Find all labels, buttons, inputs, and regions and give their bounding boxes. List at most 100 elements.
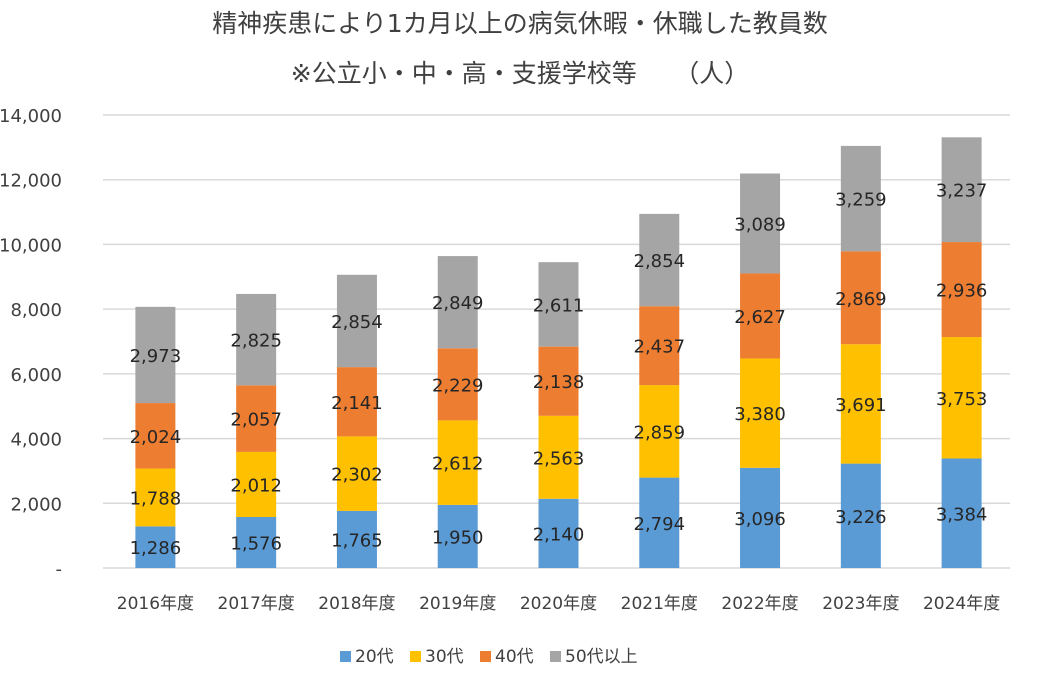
bar-segment [336, 510, 377, 568]
data-label: 3,089 [734, 214, 786, 235]
bar-segment [437, 256, 478, 349]
bar-segment [639, 306, 680, 386]
bar-segment [538, 346, 579, 416]
data-label: 2,794 [634, 514, 686, 535]
bar-segment [135, 468, 176, 527]
data-label: 2,869 [835, 289, 887, 310]
data-label: 2,936 [936, 281, 988, 302]
y-tick-label: - [56, 559, 63, 580]
bar-segment [236, 293, 277, 386]
bar-segment [437, 420, 478, 505]
data-label: 2,057 [230, 410, 282, 431]
y-tick-label: 8,000 [10, 300, 62, 321]
bar-segment [236, 451, 277, 518]
y-tick-label: 14,000 [0, 106, 62, 127]
data-label: 3,691 [835, 395, 887, 416]
data-label: 3,226 [835, 507, 887, 528]
bar-segment [639, 385, 680, 478]
legend-label: 30代 [425, 647, 464, 667]
data-label: 2,859 [634, 422, 686, 443]
bar-segment [840, 251, 881, 345]
bar-segment [740, 273, 781, 359]
data-label: 2,141 [331, 393, 383, 414]
bar-segment [336, 274, 377, 368]
bar-segment [740, 358, 781, 468]
y-tick-label: 2,000 [10, 494, 62, 515]
x-tick-label: 2024年度 [923, 594, 1000, 614]
data-label: 1,950 [432, 527, 484, 548]
legend-swatch [550, 651, 561, 662]
data-label: 3,096 [734, 509, 786, 530]
data-label: 2,563 [533, 448, 585, 469]
bar-segment [840, 145, 881, 252]
bar-segment [437, 504, 478, 568]
data-label: 2,140 [533, 524, 585, 545]
data-label: 2,973 [130, 346, 182, 367]
chart-subtitle: ※公立小・中・高・支援学校等 （人） [290, 59, 750, 88]
bar-segment [135, 526, 176, 568]
bar-segment [437, 348, 478, 421]
data-label: 2,437 [634, 337, 686, 358]
data-label: 1,788 [130, 488, 182, 509]
bar-segment [236, 517, 277, 568]
bar-segment [740, 173, 781, 274]
bar-segment [639, 477, 680, 568]
data-label: 2,627 [734, 307, 786, 328]
bar-segment [740, 467, 781, 568]
x-tick-label: 2023年度 [822, 594, 899, 614]
legend-label: 50代以上 [565, 647, 638, 667]
y-tick-label: 4,000 [10, 430, 62, 451]
bar-segment [941, 458, 982, 568]
legend-swatch [480, 651, 491, 662]
x-tick-label: 2016年度 [117, 594, 194, 614]
bar-segment [941, 137, 982, 243]
chart-title: 精神疾患により1カ月以上の病気休暇・休職した教員数 [212, 9, 828, 38]
x-tick-label: 2021年度 [621, 594, 698, 614]
data-label: 3,237 [936, 181, 988, 202]
bar-segment [941, 242, 982, 338]
bar-segment [840, 344, 881, 464]
x-tick-label: 2022年度 [721, 594, 798, 614]
x-tick-label: 2017年度 [218, 594, 295, 614]
data-label: 2,849 [432, 293, 484, 314]
data-label: 2,012 [230, 475, 282, 496]
data-label: 2,024 [130, 427, 182, 448]
data-label: 2,302 [331, 465, 383, 486]
legend-label: 40代 [495, 647, 534, 667]
data-label: 2,825 [230, 331, 282, 352]
data-label: 1,286 [130, 538, 182, 559]
bar-segment [336, 367, 377, 437]
bar-segment [538, 498, 579, 568]
data-label: 2,854 [634, 251, 686, 272]
bar-segment [236, 385, 277, 452]
bar-segment [336, 436, 377, 511]
y-tick-label: 6,000 [10, 365, 62, 386]
y-tick-label: 12,000 [0, 171, 62, 192]
y-tick-label: 10,000 [0, 235, 62, 256]
data-label: 1,765 [331, 530, 383, 551]
x-tick-label: 2020年度 [520, 594, 597, 614]
data-label: 2,138 [533, 372, 585, 393]
data-label: 3,753 [936, 389, 988, 410]
data-label: 2,854 [331, 312, 383, 333]
bar-segment [941, 337, 982, 459]
data-label: 3,259 [835, 190, 887, 211]
x-tick-label: 2019年度 [419, 594, 496, 614]
data-label: 2,611 [533, 295, 585, 316]
legend-swatch [410, 651, 421, 662]
legend-label: 20代 [355, 647, 394, 667]
bar-segment [135, 403, 176, 469]
legend-swatch [340, 651, 351, 662]
data-label: 3,384 [936, 504, 988, 525]
data-label: 2,229 [432, 375, 484, 396]
bar-segment [639, 213, 680, 307]
x-tick-label: 2018年度 [318, 594, 395, 614]
data-label: 3,380 [734, 404, 786, 425]
data-label: 2,612 [432, 454, 484, 475]
data-label: 1,576 [230, 534, 282, 555]
bar-segment [135, 306, 176, 404]
bar-segment [538, 415, 579, 499]
bar-segment [538, 262, 579, 347]
bar-segment [840, 463, 881, 568]
